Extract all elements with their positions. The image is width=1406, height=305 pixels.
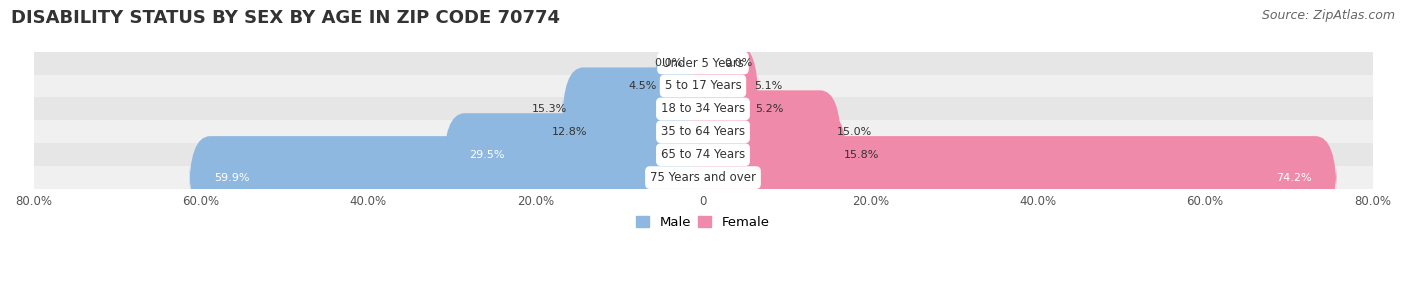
Text: 15.0%: 15.0% <box>837 127 872 137</box>
Bar <box>34 52 1372 74</box>
Text: DISABILITY STATUS BY SEX BY AGE IN ZIP CODE 70774: DISABILITY STATUS BY SEX BY AGE IN ZIP C… <box>11 9 560 27</box>
Bar <box>34 166 1372 189</box>
Text: 5.2%: 5.2% <box>755 104 783 114</box>
FancyBboxPatch shape <box>583 90 716 173</box>
Text: 0.0%: 0.0% <box>724 58 752 68</box>
Bar <box>34 143 1372 166</box>
Text: 5 to 17 Years: 5 to 17 Years <box>665 80 741 92</box>
Text: 18 to 34 Years: 18 to 34 Years <box>661 102 745 115</box>
Legend: Male, Female: Male, Female <box>631 211 775 235</box>
Text: 59.9%: 59.9% <box>214 173 250 183</box>
FancyBboxPatch shape <box>690 113 848 196</box>
FancyBboxPatch shape <box>690 136 1337 219</box>
Text: 4.5%: 4.5% <box>628 81 657 91</box>
Text: 65 to 74 Years: 65 to 74 Years <box>661 148 745 161</box>
FancyBboxPatch shape <box>690 45 758 127</box>
FancyBboxPatch shape <box>190 136 716 219</box>
Text: 5.1%: 5.1% <box>754 81 782 91</box>
Text: 12.8%: 12.8% <box>553 127 588 137</box>
Text: 15.8%: 15.8% <box>844 150 879 160</box>
FancyBboxPatch shape <box>652 45 716 127</box>
Text: 0.0%: 0.0% <box>654 58 682 68</box>
Bar <box>700 56 703 70</box>
Text: 74.2%: 74.2% <box>1275 173 1312 183</box>
FancyBboxPatch shape <box>562 67 716 150</box>
Bar <box>34 120 1372 143</box>
FancyBboxPatch shape <box>690 90 841 173</box>
Text: 75 Years and over: 75 Years and over <box>650 171 756 184</box>
Bar <box>34 97 1372 120</box>
Text: Source: ZipAtlas.com: Source: ZipAtlas.com <box>1261 9 1395 22</box>
Text: 29.5%: 29.5% <box>468 150 505 160</box>
Bar <box>703 56 706 70</box>
Text: 15.3%: 15.3% <box>531 104 567 114</box>
FancyBboxPatch shape <box>443 113 716 196</box>
FancyBboxPatch shape <box>690 67 759 150</box>
Text: 35 to 64 Years: 35 to 64 Years <box>661 125 745 138</box>
Bar <box>34 74 1372 97</box>
Text: Under 5 Years: Under 5 Years <box>662 56 744 70</box>
